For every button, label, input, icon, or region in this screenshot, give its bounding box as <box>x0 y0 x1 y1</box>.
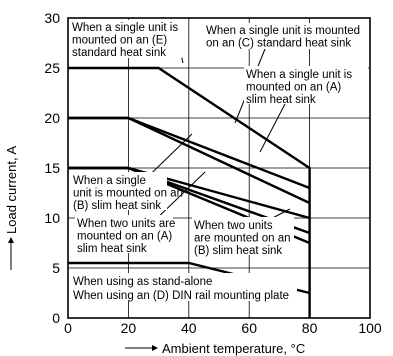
annotation-line: mounted on an (E) <box>72 35 167 47</box>
annotation-line: standard heat sink <box>72 47 166 59</box>
annotation-line: on an (C) standard heat sink <box>206 38 351 50</box>
y-tick-label-0: 0 <box>52 310 60 326</box>
y-axis-title: Load current, A <box>4 146 19 270</box>
y-tick-label-4: 20 <box>44 110 60 126</box>
annotation-line: When a single unit is <box>246 69 352 81</box>
annotation-line: (B) slim heat sink <box>194 245 282 257</box>
y-tick-labels: 0 5 10 15 20 25 30 <box>44 10 60 326</box>
y-tick-label-5: 25 <box>44 60 60 76</box>
annotation-line: When using an (D) DIN rail mounting plat… <box>73 290 289 302</box>
annotation-bg-2 <box>244 66 368 104</box>
x-axis-title: Ambient temperature, °C <box>125 341 305 356</box>
x-axis-label: Ambient temperature, °C <box>162 341 305 356</box>
x-tick-label-1: 20 <box>121 320 137 336</box>
annotation-line: are mounted on an <box>194 233 291 245</box>
x-tick-label-4: 80 <box>302 320 318 336</box>
annotation-bg-5 <box>192 217 294 255</box>
annotation-bg-0 <box>70 20 182 58</box>
annotation-line: mounted on an (A) <box>77 231 172 243</box>
annotation-line: When a single unit is mounted <box>206 25 360 37</box>
annotation-bg-6 <box>71 273 297 301</box>
x-tick-label-3: 60 <box>241 320 257 336</box>
leader-line-2 <box>259 103 286 153</box>
annotation-line: When a single <box>73 175 146 187</box>
plot-frame <box>67 17 371 319</box>
y-tick-label-1: 5 <box>52 260 60 276</box>
annotation-6: When using as stand-alone When using an (… <box>71 273 297 302</box>
y-tick-label-6: 30 <box>44 10 60 26</box>
annotation-line: When a single unit is <box>72 22 178 34</box>
annotation-bg-1 <box>204 23 366 49</box>
x-tick-label-2: 40 <box>181 320 197 336</box>
x-tick-labels: 0 20 40 60 80 100 <box>64 320 382 336</box>
annotation-line: When two units are <box>77 218 175 230</box>
annotation-line: (B) slim heat sink <box>73 200 161 212</box>
y-tick-label-2: 10 <box>44 210 60 226</box>
annotation-bg-3 <box>71 172 167 210</box>
annotation-line: unit is mounted on an <box>73 188 183 200</box>
x-tick-label-5: 100 <box>358 320 382 336</box>
series-line-2 <box>68 116 311 205</box>
y-axis-label: Load current, A <box>4 146 19 234</box>
x-tick-label-0: 0 <box>64 320 72 336</box>
annotation-line: slim heat sink <box>246 94 316 106</box>
annotation-bg-4 <box>75 215 173 253</box>
annotation-line: When two units <box>194 220 273 232</box>
annotation-line: slim heat sink <box>77 243 147 255</box>
annotation-line: When using as stand-alone <box>73 276 212 288</box>
y-tick-label-3: 15 <box>44 160 60 176</box>
annotation-line: mounted on an (A) <box>246 82 341 94</box>
